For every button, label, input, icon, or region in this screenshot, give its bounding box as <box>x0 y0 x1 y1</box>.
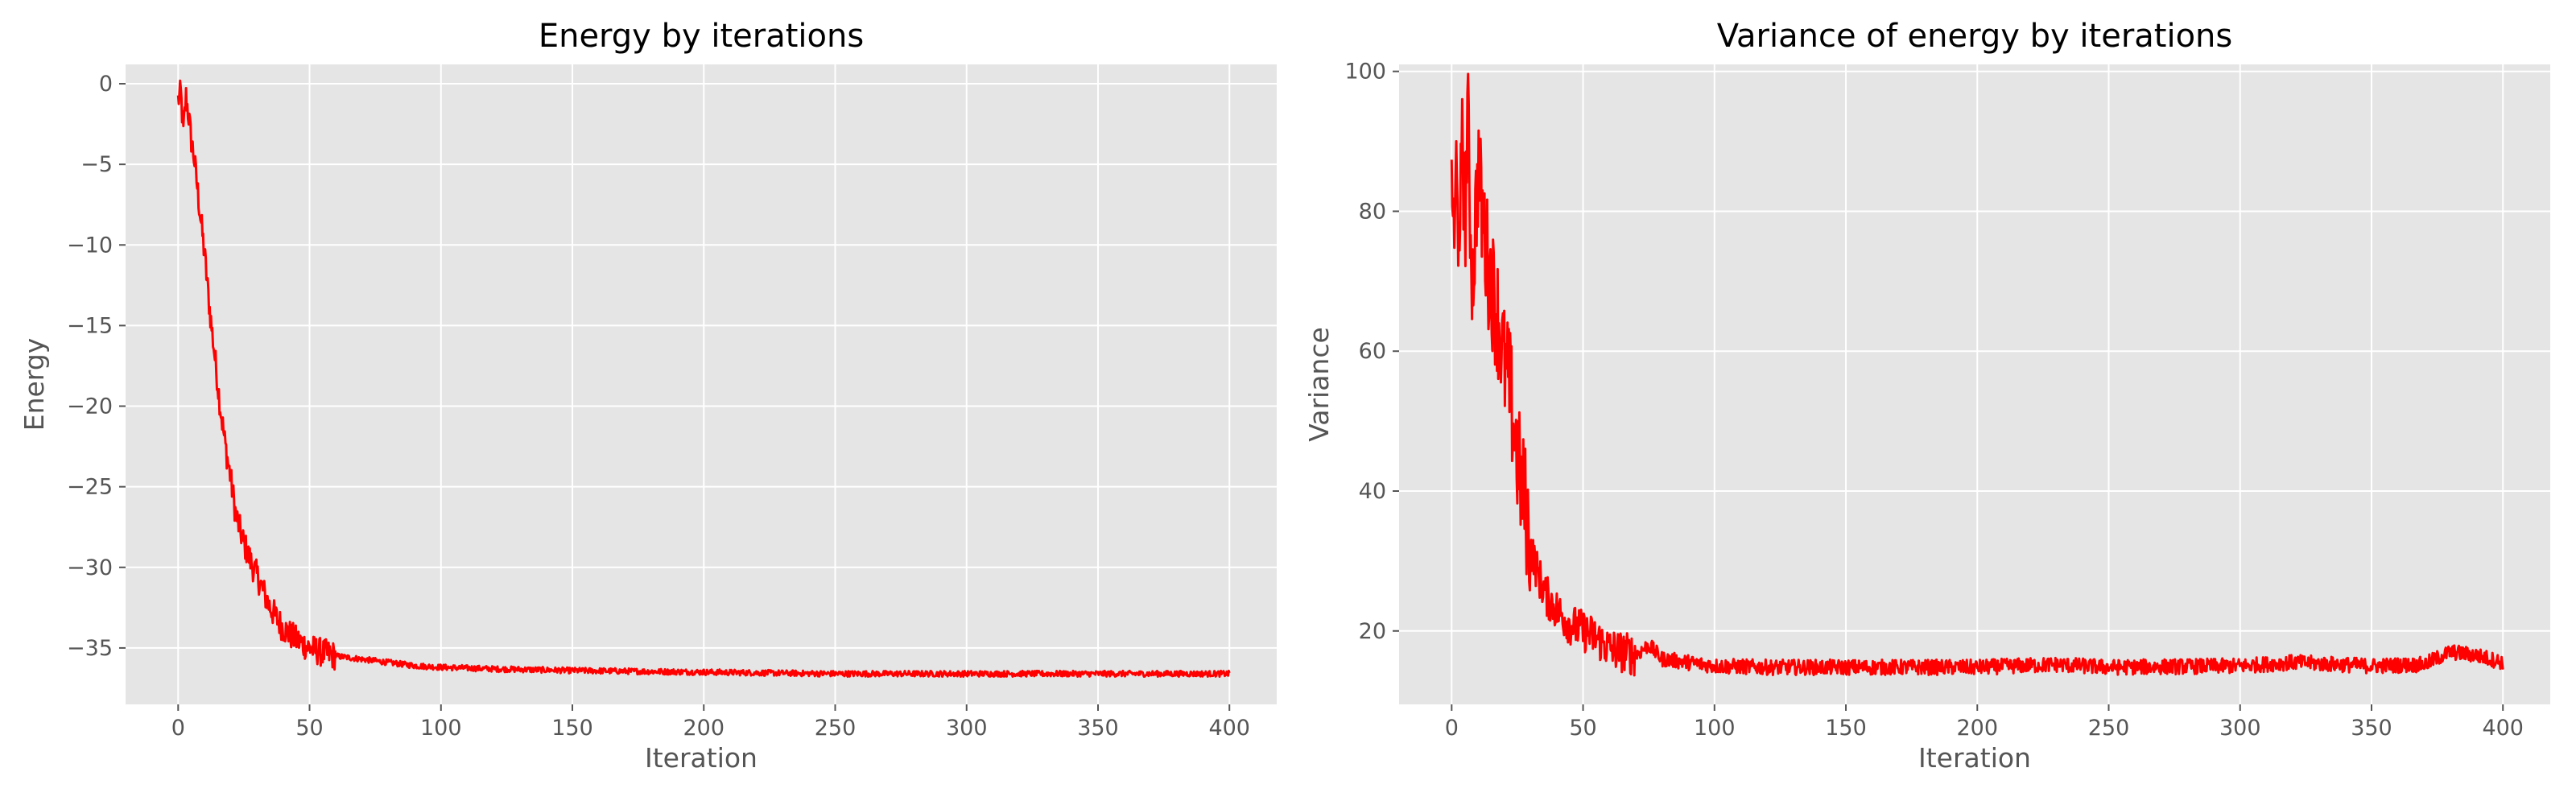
energy-y-axis-label: Energy <box>19 338 50 431</box>
energy-x-tick-label: 400 <box>1208 716 1250 741</box>
energy-chart: 0 50 100 150 200 250 300 350 400 0 −5 −10 −15 −20 −25 −… <box>19 18 1277 774</box>
energy-x-tick-label: 200 <box>683 716 724 741</box>
energy-chart-title: Energy by iterations <box>539 18 864 55</box>
variance-x-tick-label: 0 <box>1445 716 1459 741</box>
variance-chart: 0 50 100 150 200 250 300 350 400 20 40 60 80 100 Varia… <box>1303 18 2550 774</box>
energy-x-tick-label: 150 <box>551 716 593 741</box>
variance-x-tick-label: 400 <box>2482 716 2524 741</box>
energy-x-tick-label: 350 <box>1077 716 1119 741</box>
variance-x-tick-label: 200 <box>1956 716 1998 741</box>
variance-x-tick-label: 100 <box>1694 716 1736 741</box>
variance-x-tick-label: 250 <box>2088 716 2130 741</box>
energy-y-tick-label: −15 <box>67 313 113 338</box>
energy-y-tick-label: −30 <box>67 555 113 580</box>
energy-x-tick-label: 300 <box>946 716 988 741</box>
variance-x-axis-label: Iteration <box>1918 742 2031 774</box>
variance-x-tick-label: 350 <box>2351 716 2392 741</box>
energy-plot-area <box>126 64 1277 704</box>
variance-y-tick-label: 100 <box>1344 60 1386 85</box>
energy-x-axis-label: Iteration <box>645 742 758 774</box>
variance-y-axis-label: Variance <box>1303 327 1335 442</box>
variance-y-tick-label: 60 <box>1359 339 1386 364</box>
energy-y-tick-label: −35 <box>67 636 113 661</box>
energy-x-tick-label: 250 <box>815 716 857 741</box>
variance-x-tick-label: 150 <box>1825 716 1867 741</box>
variance-x-tick-label: 50 <box>1569 716 1596 741</box>
energy-x-tick-label: 100 <box>420 716 462 741</box>
variance-x-tick-label: 300 <box>2219 716 2261 741</box>
variance-y-tick-label: 40 <box>1359 479 1386 504</box>
energy-y-tick-label: −10 <box>67 233 113 258</box>
energy-y-tick-label: −25 <box>67 475 113 500</box>
variance-series-line <box>1450 72 2504 677</box>
energy-x-tick-label: 0 <box>171 716 185 741</box>
energy-y-tick-label: −20 <box>67 394 113 419</box>
energy-y-tick-label: 0 <box>99 72 113 97</box>
energy-x-tick-label: 50 <box>295 716 323 741</box>
energy-series-line <box>176 79 1231 678</box>
variance-y-tick-label: 20 <box>1359 619 1386 644</box>
variance-y-tick-label: 80 <box>1359 199 1386 224</box>
variance-plot-area <box>1399 64 2550 704</box>
energy-y-tick-label: −5 <box>80 152 113 177</box>
variance-chart-title: Variance of energy by iterations <box>1717 18 2232 55</box>
